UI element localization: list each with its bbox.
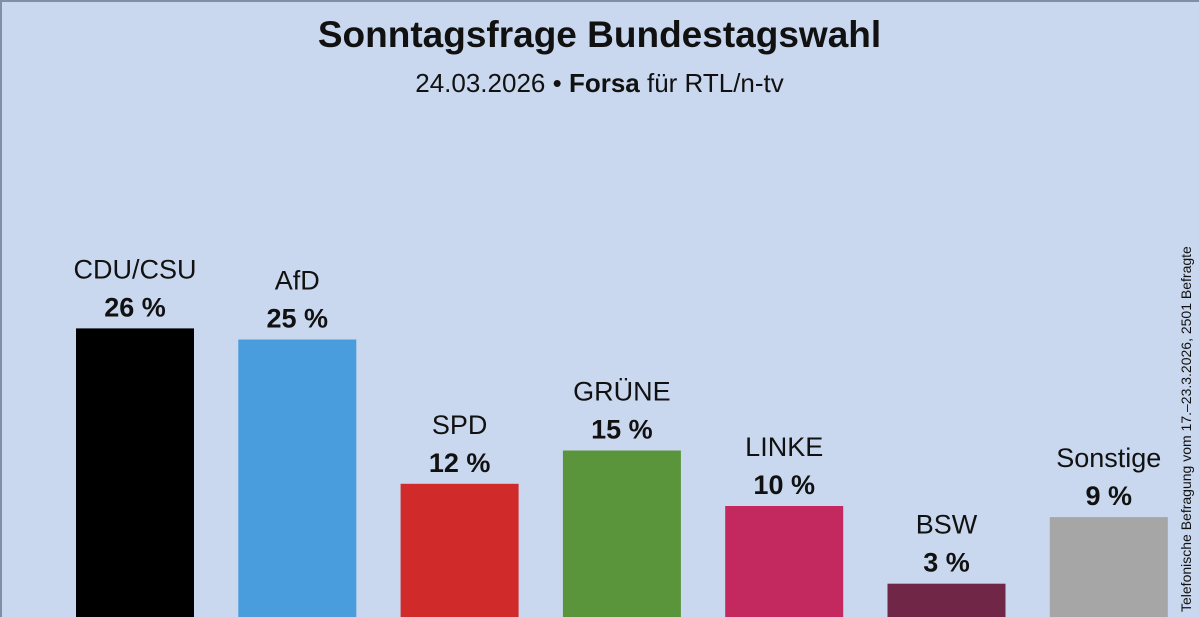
category-label-bsw: BSW — [916, 510, 978, 540]
subtitle-client: für RTL/n-tv — [639, 68, 784, 98]
bar-spd — [400, 483, 519, 617]
bar-group-sonstige: 9 % Sonstige — [1049, 443, 1168, 617]
chart-subtitle: 24.03.2026 • Forsa für RTL/n-tv — [0, 68, 1199, 99]
bar-cdu-csu — [76, 328, 194, 617]
bar-group-cdu-csu: 26 % CDU/CSU — [73, 254, 197, 617]
value-label-spd: 12 % — [429, 448, 491, 478]
category-label-linke: LINKE — [745, 432, 823, 462]
bar-group-linke: 10 % LINKE — [725, 432, 844, 617]
chart-title: Sonntagsfrage Bundestagswahl — [317, 14, 882, 55]
subtitle-separator: • — [545, 68, 569, 98]
value-label-afd: 25 % — [267, 304, 329, 334]
subtitle-institute: Forsa — [568, 68, 640, 98]
category-label-afd: AfD — [275, 266, 320, 296]
bar-linke — [725, 506, 844, 617]
category-label-cdu-csu: CDU/CSU — [73, 254, 196, 284]
bar-group-gruene: 15 % GRÜNE — [562, 377, 681, 617]
category-label-spd: SPD — [432, 410, 488, 440]
bar-afd — [238, 339, 357, 617]
bar-bsw — [887, 583, 1006, 617]
value-label-sonstige: 9 % — [1086, 481, 1133, 511]
bar-gruene — [562, 450, 681, 617]
category-label-sonstige: Sonstige — [1056, 443, 1161, 473]
bar-group-afd: 25 % AfD — [238, 266, 357, 617]
bar-sonstige — [1049, 517, 1168, 617]
value-label-cdu-csu: 26 % — [104, 292, 166, 322]
category-label-gruene: GRÜNE — [573, 377, 671, 407]
bar-group-spd: 12 % SPD — [400, 410, 519, 617]
value-label-gruene: 15 % — [591, 415, 653, 445]
subtitle-date: 24.03.2026 — [415, 68, 546, 98]
value-label-linke: 10 % — [753, 470, 815, 500]
bar-group-bsw: 3 % BSW — [887, 510, 1006, 617]
value-label-bsw: 3 % — [923, 548, 970, 578]
survey-note: Telefonische Befragung vom 17.–23.3.2026… — [1178, 246, 1194, 612]
